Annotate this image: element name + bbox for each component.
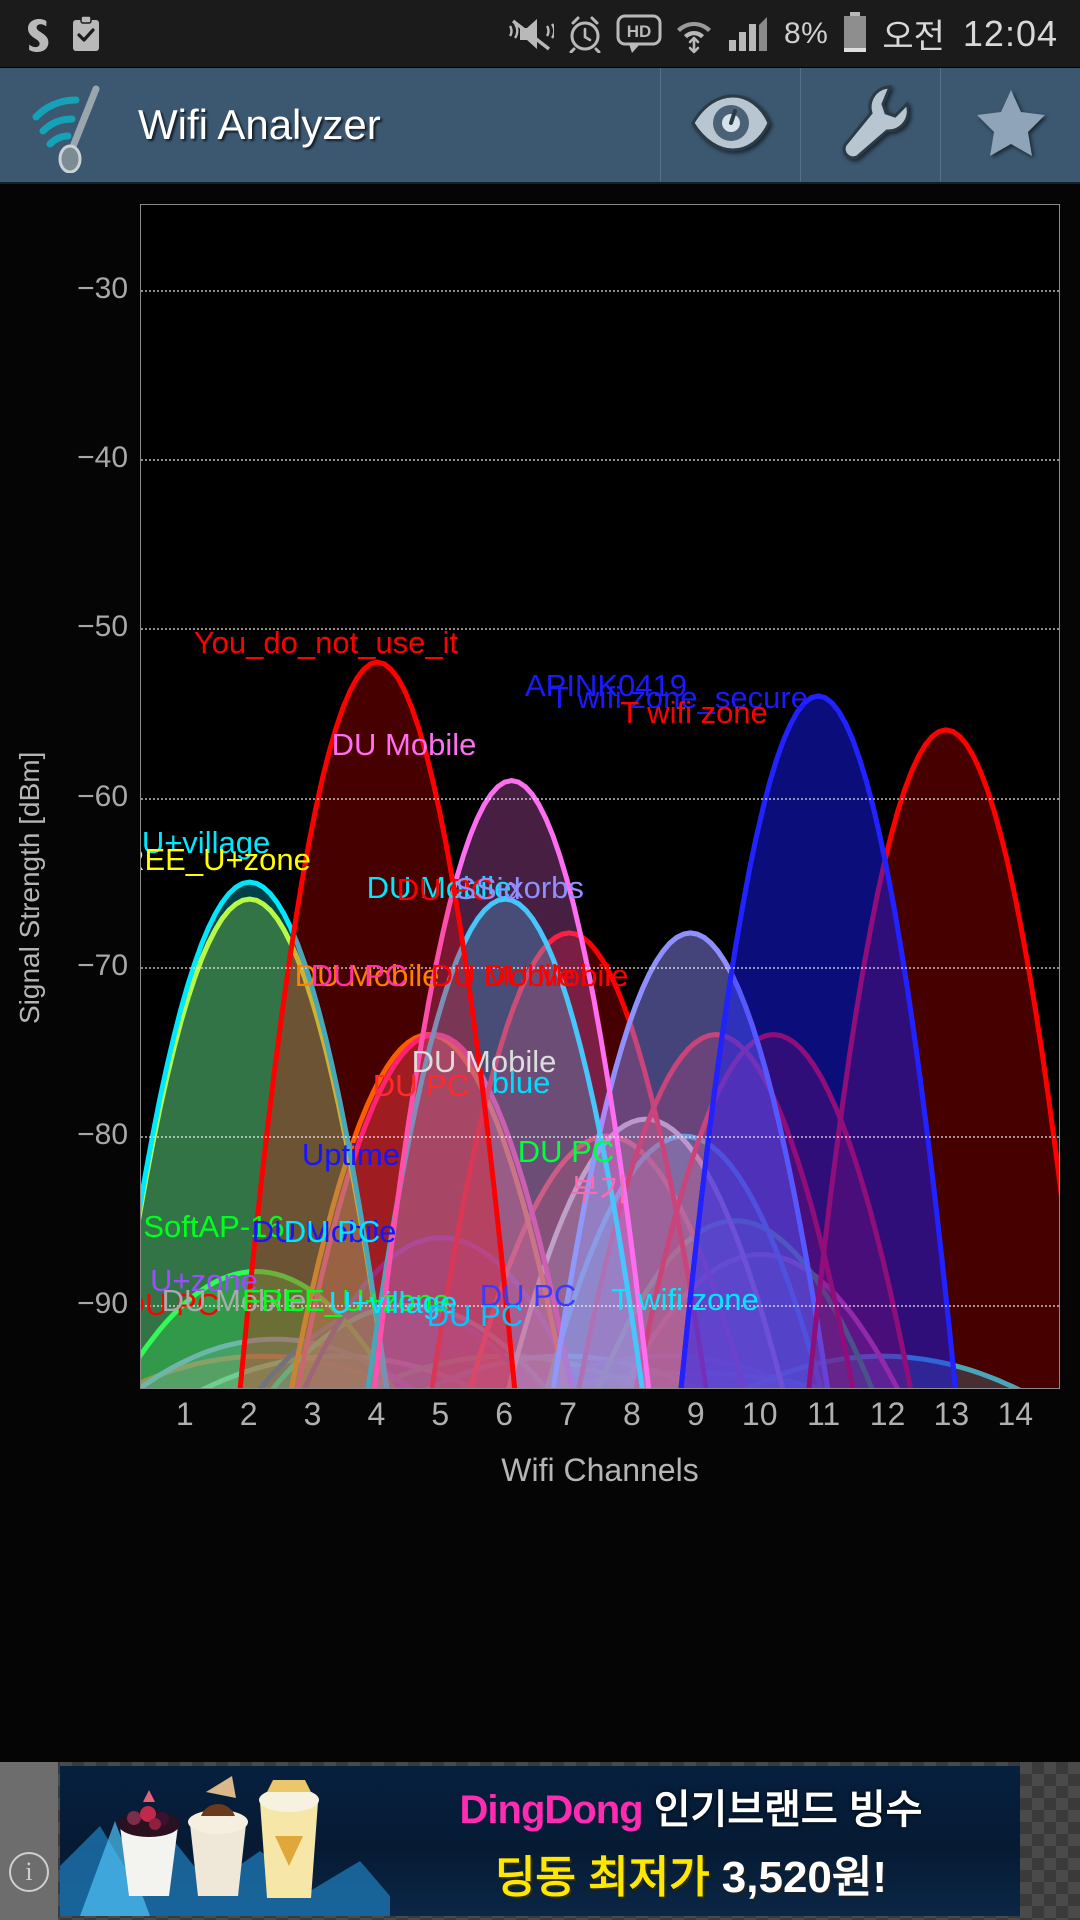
wifi-channel-graph[interactable]: Signal Strength [dBm] −30 −40 −50 −60 −70 −80… (0, 184, 1080, 1762)
ad-info-button[interactable]: i (0, 1762, 58, 1920)
x-tick-label: 10 (741, 1396, 778, 1432)
battery-percent: 8% (783, 16, 829, 50)
wifi-transfer-icon (674, 14, 714, 54)
signal-fill (808, 729, 1059, 1388)
y-tick-label: −80 (77, 1118, 128, 1152)
signal-fill (748, 1356, 1016, 1388)
x-tick-label: 5 (431, 1396, 450, 1432)
y-tick-label: −90 (77, 1287, 128, 1321)
signal-curve (371, 778, 652, 1388)
eye-icon (688, 92, 774, 159)
signal-fill (205, 1356, 473, 1388)
clipboard-check-icon (70, 14, 102, 53)
ad-price: 3,520원! (721, 1853, 888, 1902)
grid-line (141, 966, 1059, 969)
signal-fill (553, 932, 828, 1388)
signal-fill (553, 932, 828, 1388)
signal-curve (141, 879, 390, 1388)
ad-subline: 딩동 최저가 (494, 1853, 710, 1902)
wrench-icon (833, 83, 910, 168)
info-icon: i (9, 1852, 49, 1892)
signal-curve (237, 659, 518, 1388)
sim-icon (22, 16, 56, 52)
signal-curve (806, 727, 1059, 1388)
x-tick-label: 11 (807, 1396, 841, 1432)
x-tick-label: 4 (367, 1396, 386, 1432)
grid-line (141, 458, 1059, 461)
ad-brand: DingDong (459, 1788, 644, 1832)
y-tick-label: −70 (77, 948, 128, 982)
ad-dessert-image (60, 1766, 390, 1916)
favorite-star-button[interactable] (940, 68, 1080, 182)
ad-banner[interactable]: DingDong 인기브랜드 빙수 딩동 최저가 3,520원! (0, 1762, 1080, 1920)
signal-fill (531, 1356, 799, 1388)
signal-fill (141, 882, 387, 1388)
wifi-tuning-fork-logo (26, 77, 122, 174)
view-eye-button[interactable] (660, 68, 800, 182)
x-tick-label: 6 (495, 1396, 514, 1432)
ad-content[interactable]: DingDong 인기브랜드 빙수 딩동 최저가 3,520원! (60, 1766, 1020, 1916)
signal-curves (141, 659, 1059, 1388)
signal-curve (678, 693, 958, 1388)
signal-fill (240, 662, 515, 1388)
x-tick-label: 1 (175, 1396, 194, 1432)
y-tick-label: −30 (77, 271, 128, 305)
alarm-icon (566, 15, 604, 53)
signal-curve (633, 1031, 914, 1388)
signal-curve (200, 1353, 478, 1388)
status-bar-right-icons: HD 8% 오전 12:04 (508, 9, 1058, 58)
x-tick-label: 2 (239, 1396, 258, 1432)
signal-fill (374, 780, 649, 1388)
x-tick-label: 7 (559, 1396, 577, 1432)
grid-line (141, 1136, 1059, 1139)
x-axis-label: Wifi Channels (501, 1452, 699, 1488)
x-tick-label: 12 (869, 1396, 906, 1432)
star-icon (975, 88, 1047, 163)
signal-fill (636, 1034, 911, 1388)
signal-fill (578, 1034, 854, 1388)
grid-line (141, 797, 1059, 800)
ad-text: DingDong 인기브랜드 빙수 딩동 최저가 3,520원! (390, 1777, 1020, 1905)
y-tick-label: −40 (77, 440, 128, 474)
vibrate-mute-icon (508, 15, 554, 53)
x-tick-label: 14 (997, 1396, 1034, 1432)
x-tick-label: 9 (686, 1396, 705, 1432)
plot-area[interactable]: You_do_not_use_it APINK0419 T wifi zone_se… (140, 204, 1060, 1389)
grid-line (141, 1305, 1059, 1308)
ad-headline: 인기브랜드 빙수 (653, 1788, 923, 1832)
app-bar-actions (660, 68, 1080, 182)
x-tick-label: 8 (623, 1396, 641, 1432)
signal-curve (595, 1218, 875, 1388)
status-bar-left-icons (22, 14, 102, 53)
app-bar: Wifi Analyzer (0, 68, 1080, 184)
signal-fill (141, 1271, 393, 1388)
y-tick-label: −60 (77, 779, 128, 813)
cellular-signal-icon (726, 15, 772, 53)
signal-fill (368, 899, 643, 1388)
signal-fill (598, 1220, 872, 1388)
grid-line (141, 289, 1059, 292)
signal-curve (506, 1116, 786, 1388)
settings-wrench-button[interactable] (800, 68, 940, 182)
hd-message-icon: HD (616, 14, 662, 54)
battery-icon (840, 11, 870, 57)
status-bar: HD 8% 오전 12:04 (0, 0, 1080, 68)
clock-ampm: 오전 (882, 18, 945, 56)
signal-curve (621, 1252, 900, 1388)
signal-curve (141, 1336, 414, 1388)
signal-curve (365, 896, 645, 1388)
y-tick-label: −50 (77, 610, 128, 644)
x-tick-label: 13 (933, 1396, 970, 1432)
clock-time: 12:04 (962, 12, 1058, 54)
signal-curve (526, 1353, 804, 1388)
signal-fill (291, 1034, 566, 1388)
grid-line (141, 628, 1059, 631)
signal-curve (141, 1268, 396, 1388)
y-axis-ticks: −30 −40 −50 −60 −70 −80 −90 (0, 184, 128, 1762)
x-tick-label: 3 (303, 1396, 322, 1432)
page-title: Wifi Analyzer (138, 101, 381, 148)
svg-text:HD: HD (627, 22, 652, 41)
x-axis-ticks: 1 2 3 4 5 6 7 8 9 10 11 12 13 14 (140, 1396, 1060, 1442)
